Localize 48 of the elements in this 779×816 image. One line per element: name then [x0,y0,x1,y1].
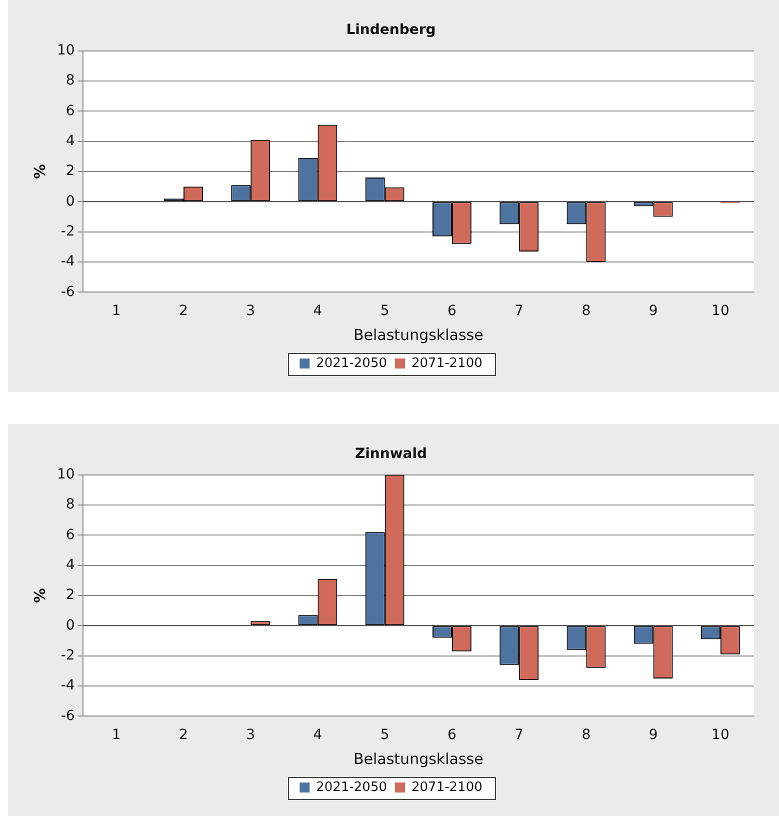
x-tick-label: 10 [712,727,730,744]
x-tick-label: 3 [246,303,256,320]
x-tick-label: 6 [448,303,457,320]
x-tick-label: 4 [313,727,322,744]
x-tick-label: 9 [648,727,658,744]
x-tick-label: 2 [179,303,188,320]
x-tick-label: 7 [514,727,524,744]
x-axis-title: Belastungsklasse [353,326,484,344]
y-tick-label: -4 [60,254,75,270]
x-tick-label: 4 [313,303,322,320]
chart-title: Lindenberg [346,22,436,38]
y-tick-label: -4 [60,678,75,694]
x-axis-title: Belastungsklasse [353,750,484,768]
y-tick-label: 10 [56,42,75,58]
y-tick-label: 0 [66,193,75,210]
x-tick-label: 8 [582,303,591,320]
x-tick-label: 10 [712,303,730,320]
y-tick-label: -6 [60,708,75,724]
x-tick-label: 5 [380,303,390,320]
x-tick-label: 6 [448,727,457,744]
y-tick-label: 4 [66,132,75,149]
y-tick-label: 10 [56,466,75,482]
x-tick-label: 9 [648,303,658,320]
chart-title: Zinnwald [354,446,428,462]
y-tick-label: 2 [66,587,75,604]
legend-label: 2071-2100 [412,780,482,795]
y-tick-label: 0 [66,617,75,634]
x-tick-label: 1 [112,727,121,744]
x-tick-label: 1 [112,303,121,320]
x-tick-label: 3 [246,727,256,744]
x-tick-label: 7 [514,303,524,320]
x-tick-label: 2 [179,727,188,744]
y-axis-title: % [30,164,49,180]
legend-label: 2021-2050 [316,356,387,371]
y-tick-label: 8 [66,496,75,513]
y-tick-label: -2 [60,647,75,664]
x-tick-label: 5 [380,727,390,744]
legend-label: 2021-2050 [316,780,387,795]
x-tick-label: 8 [582,727,591,744]
legend-label: 2071-2100 [412,356,482,371]
y-tick-label: 6 [66,526,75,543]
y-tick-label: -6 [60,284,75,300]
y-tick-label: -2 [60,223,75,240]
y-tick-label: 8 [66,72,75,89]
y-tick-label: 6 [66,102,75,119]
y-axis-title: % [30,588,49,604]
y-tick-label: 4 [66,556,75,573]
y-tick-label: 2 [66,163,75,180]
